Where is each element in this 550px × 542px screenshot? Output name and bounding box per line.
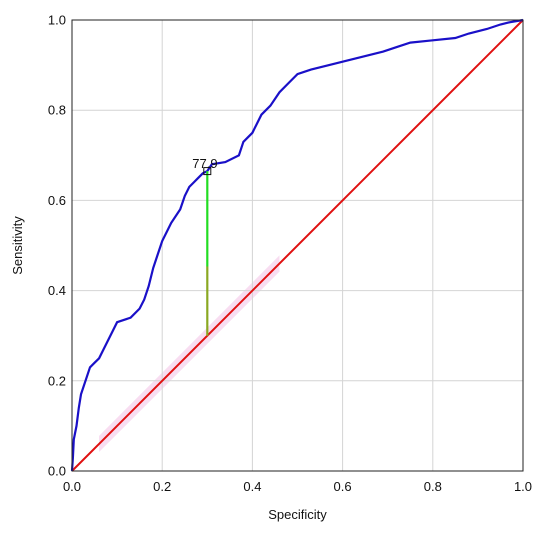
x-axis-title: Specificity xyxy=(268,507,327,522)
plot-frame xyxy=(71,19,524,472)
y-axis-title: Sensitivity xyxy=(10,216,25,275)
x-tick-label: 0.0 xyxy=(63,479,81,494)
x-tick-label: 1.0 xyxy=(514,479,532,494)
y-tick-label: 1.0 xyxy=(48,13,66,28)
grid-lines xyxy=(72,20,523,471)
y-tick-label: 0.4 xyxy=(48,283,66,298)
y-tick-label: 0.2 xyxy=(48,373,66,388)
roc-curve-line xyxy=(70,18,524,472)
reference-diagonal-line xyxy=(71,19,524,472)
tick-labels: 0.0 0.2 0.4 0.6 0.8 1.0 0.0 0.2 0.4 0.6 0.8 1.0 xyxy=(48,13,532,495)
y-tick-label: 0.8 xyxy=(48,103,66,118)
x-tick-label: 0.2 xyxy=(153,479,171,494)
annotation-layer: 77.9 xyxy=(192,156,218,336)
series-layer xyxy=(70,18,524,472)
cutoff-label: 77.9 xyxy=(192,156,217,171)
y-tick-label: 0.6 xyxy=(48,193,66,208)
cutoff-marker xyxy=(203,167,212,176)
x-tick-label: 0.8 xyxy=(424,479,442,494)
y-tick-label: 0.0 xyxy=(48,464,66,479)
x-tick-label: 0.4 xyxy=(243,479,261,494)
x-tick-label: 0.6 xyxy=(334,479,352,494)
